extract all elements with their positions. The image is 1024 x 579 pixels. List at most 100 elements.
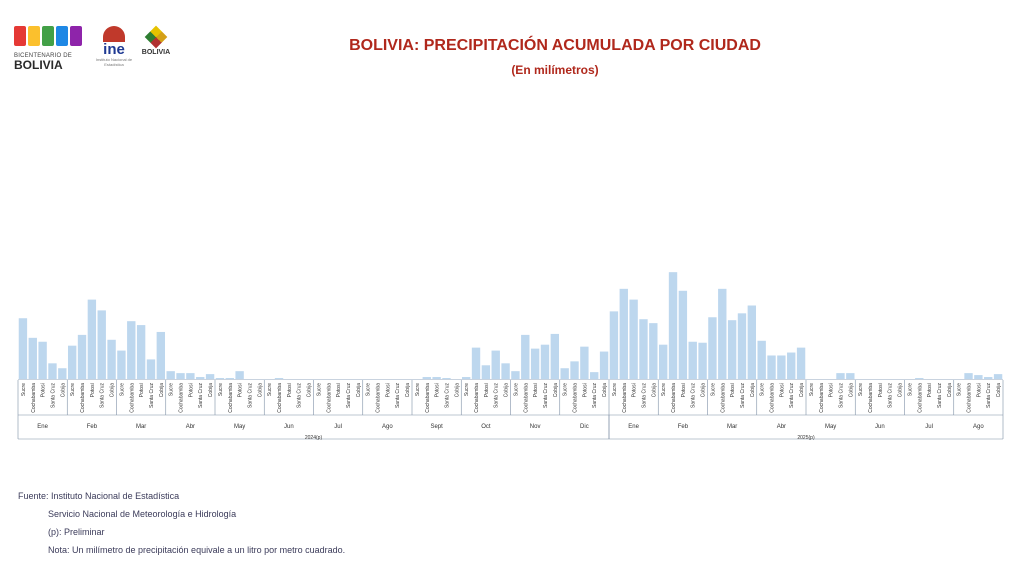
city-tick-label: Sucre [513, 383, 519, 396]
bicentenario-small-text: BICENTENARIO DE [14, 53, 73, 59]
bar-1-cochabamba [28, 337, 37, 379]
city-tick-label: Santa Cruz [789, 383, 795, 409]
city-tick-label: Santa Cruz [888, 383, 894, 409]
bar-17-cobija [846, 373, 855, 379]
month-label: Jun [284, 424, 294, 430]
month-label: Ago [973, 424, 984, 430]
bar-13-sucre [609, 311, 619, 379]
bar-11-potos [530, 348, 540, 379]
bar-14-sucre [658, 344, 668, 379]
city-tick-label: Cochabamba [720, 383, 726, 413]
bar-15-sucre [708, 317, 717, 379]
bar-13-potos [629, 299, 638, 379]
month-label: Nov [530, 424, 541, 430]
city-tick-label: Potosí [435, 382, 441, 397]
bar-9-santacruz [442, 378, 451, 379]
city-tick-label: Sucre [809, 383, 815, 396]
city-tick-label: Cochabamba [474, 383, 480, 413]
bar-12-santacruz [590, 372, 599, 379]
bar-2-cochabamba [77, 334, 87, 379]
city-tick-label: Cochabamba [228, 383, 234, 413]
city-tick-label: Santa Cruz [838, 383, 844, 409]
month-label: Dic [580, 424, 589, 430]
city-tick-label: Santa Cruz [149, 383, 155, 409]
bar-20-cochabamba [964, 373, 973, 379]
bar-11-sucre [511, 371, 520, 379]
bar-16-cobija [796, 347, 806, 379]
city-tick-label: Santa Cruz [395, 383, 401, 409]
bar-2-cobija [107, 339, 116, 379]
bar-1-santacruz [48, 363, 57, 379]
city-tick-label: Potosí [927, 382, 933, 397]
city-tick-label: Sucre [21, 383, 27, 396]
wiphala-icon [144, 25, 168, 49]
month-label: Abr [777, 424, 786, 430]
city-tick-label: Cobija [947, 383, 953, 397]
city-tick-label: Sucre [710, 383, 716, 396]
city-tick-label: Cochabamba [819, 383, 825, 413]
city-tick-label: Cochabamba [917, 383, 923, 413]
bar-20-potos [974, 375, 983, 379]
city-tick-label: Santa Cruz [986, 383, 992, 409]
precipitation-chart: Sucre Cochabamba Potosí Santa Cruz Cobija Suc… [17, 272, 1004, 441]
city-tick-label: Cobija [504, 383, 510, 397]
city-tick-label: Sucre [563, 383, 569, 396]
bar-5-potos [235, 371, 244, 379]
bar-1-cobija [58, 368, 67, 379]
bar-16-sucre [757, 340, 766, 379]
city-tick-label: Cobija [996, 383, 1002, 397]
bar-10-cobija [501, 363, 510, 379]
city-tick-label: Sucre [366, 383, 372, 396]
bar-16-cochabamba [767, 355, 776, 379]
city-tick-label: Cochabamba [179, 383, 185, 413]
city-tick-label: Sucre [316, 383, 322, 396]
city-tick-label: Cochabamba [277, 383, 283, 413]
city-tick-label: Santa Cruz [50, 383, 56, 409]
city-tick-label: Sucre [218, 383, 224, 396]
source-note-2: Servicio Nacional de Meteorología e Hidr… [48, 509, 237, 519]
bar-15-cobija [747, 305, 757, 379]
footer-notes: Fuente: Instituto Nacional de Estadístic… [18, 487, 345, 559]
bar-12-sucre [560, 368, 569, 379]
bar-11-cobija [550, 333, 560, 379]
bar-3-cochabamba [127, 321, 136, 379]
city-tick-label: Cochabamba [622, 383, 628, 413]
ine-logo: ine Instituto Nacional de Estadística [94, 26, 134, 80]
month-label: Feb [678, 424, 689, 430]
bar-11-santacruz [540, 344, 550, 379]
bar-14-santacruz [688, 341, 697, 379]
city-tick-label: Santa Cruz [297, 383, 303, 409]
city-tick-label: Sucre [119, 383, 125, 396]
bar-16-santacruz [787, 352, 796, 379]
bar-2-santacruz [97, 310, 106, 379]
city-tick-label: Potosí [533, 382, 539, 397]
city-tick-label: Cobija [405, 383, 411, 397]
bar-19-cochabamba [915, 378, 924, 379]
bicentenario-big-text: BOLIVIA [14, 58, 63, 72]
bar-15-cochabamba [718, 288, 727, 379]
month-label: Jun [875, 424, 885, 430]
city-tick-label: Potosí [779, 382, 785, 397]
bar-16-potos [777, 355, 786, 379]
city-tick-label: Cochabamba [671, 383, 677, 413]
bar-6-cochabamba [274, 378, 284, 379]
city-tick-label: Santa Cruz [198, 383, 204, 409]
bar-14-potos [678, 290, 688, 379]
month-label: Ene [628, 424, 639, 430]
city-tick-label: Cobija [356, 383, 362, 397]
city-tick-label: Sucre [612, 383, 618, 396]
city-tick-label: Sucre [169, 383, 175, 396]
bar-1-sucre [18, 318, 28, 379]
bar-14-cobija [698, 342, 707, 379]
ine-text: ine [103, 41, 125, 58]
city-tick-label: Potosí [385, 382, 391, 397]
bar-4-sucre [166, 371, 175, 379]
city-tick-label: Cobija [208, 383, 214, 397]
bar-5-sucre [215, 378, 225, 379]
city-tick-label: Cochabamba [129, 383, 135, 413]
bar-9-cochabamba [422, 377, 431, 379]
city-tick-label: Potosí [287, 382, 293, 397]
bar-12-cochabamba [570, 361, 579, 379]
city-tick-label: Cochabamba [573, 383, 579, 413]
city-tick-label: Cochabamba [868, 383, 874, 413]
